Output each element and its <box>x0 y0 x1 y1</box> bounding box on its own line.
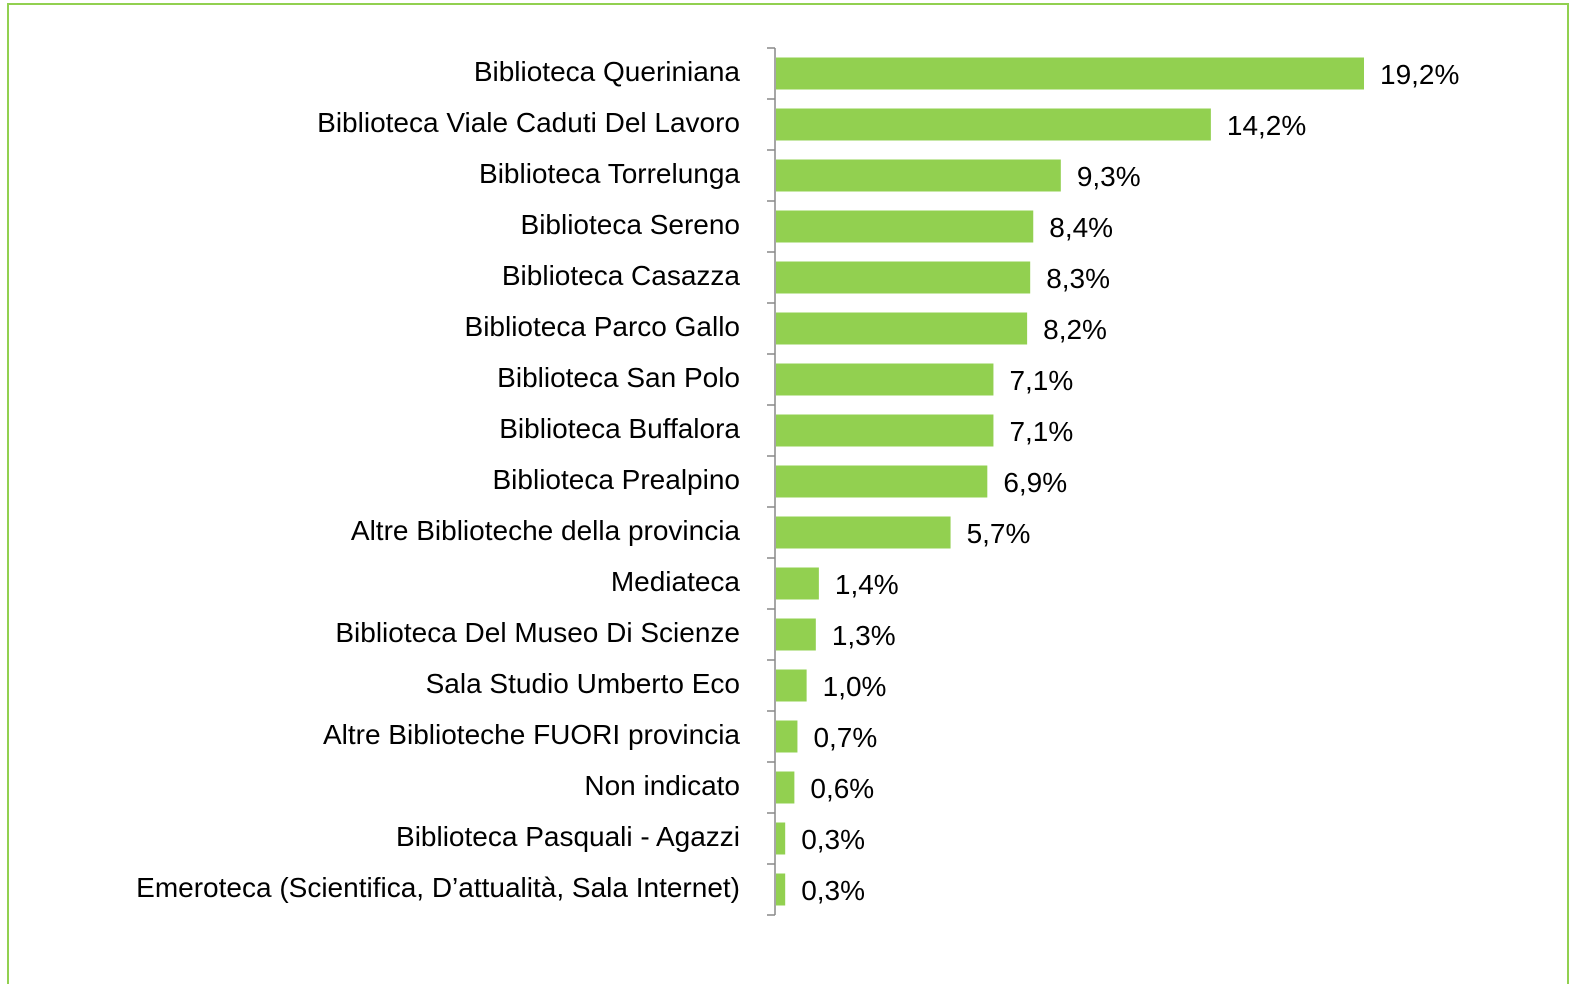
category-label: Biblioteca Pasquali - Agazzi <box>396 821 740 852</box>
bar <box>776 210 1034 243</box>
category-label: Biblioteca Prealpino <box>493 464 741 495</box>
category-label: Sala Studio Umberto Eco <box>426 668 740 699</box>
value-label: 8,4% <box>1049 212 1113 243</box>
bar <box>776 618 816 651</box>
bar <box>776 261 1031 294</box>
value-label: 5,7% <box>967 518 1031 549</box>
category-label: Biblioteca Torrelunga <box>479 158 740 189</box>
value-label: 7,1% <box>1009 365 1073 396</box>
category-label: Non indicato <box>584 770 740 801</box>
value-label: 0,6% <box>810 773 874 804</box>
value-label: 19,2% <box>1380 59 1459 90</box>
value-label: 9,3% <box>1077 161 1141 192</box>
bar <box>776 720 798 753</box>
bar <box>776 414 994 447</box>
chart-frame <box>7 3 1569 984</box>
bar <box>776 159 1061 192</box>
value-label: 0,3% <box>801 824 865 855</box>
bar <box>776 312 1028 345</box>
category-label: Biblioteca Queriniana <box>474 56 741 87</box>
category-label: Biblioteca Del Museo Di Scienze <box>335 617 740 648</box>
value-label: 0,7% <box>813 722 877 753</box>
value-label: 0,3% <box>801 875 865 906</box>
value-label: 8,2% <box>1043 314 1107 345</box>
bar <box>776 567 819 600</box>
category-label: Altre Biblioteche FUORI provincia <box>323 719 740 750</box>
value-label: 8,3% <box>1046 263 1110 294</box>
category-label: Biblioteca Buffalora <box>499 413 740 444</box>
value-label: 14,2% <box>1227 110 1306 141</box>
value-label: 7,1% <box>1009 416 1073 447</box>
value-label: 6,9% <box>1003 467 1067 498</box>
category-label: Altre Biblioteche della provincia <box>351 515 741 546</box>
bar <box>776 669 807 702</box>
bar <box>776 363 994 396</box>
bar <box>776 822 786 855</box>
category-label: Biblioteca Parco Gallo <box>465 311 740 342</box>
value-label: 1,3% <box>832 620 896 651</box>
value-label: 1,0% <box>823 671 887 702</box>
value-label: 1,4% <box>835 569 899 600</box>
bar <box>776 57 1364 90</box>
bar <box>776 465 988 498</box>
category-label: Emeroteca (Scientifica, D’attualità, Sal… <box>136 872 740 903</box>
bar <box>776 873 786 906</box>
category-label: Biblioteca Sereno <box>521 209 740 240</box>
category-label: Biblioteca Viale Caduti Del Lavoro <box>317 107 740 138</box>
bar <box>776 108 1211 141</box>
category-label: Mediateca <box>611 566 741 597</box>
bar <box>776 771 795 804</box>
bar <box>776 516 951 549</box>
category-label: Biblioteca Casazza <box>502 260 741 291</box>
category-label: Biblioteca San Polo <box>497 362 740 393</box>
